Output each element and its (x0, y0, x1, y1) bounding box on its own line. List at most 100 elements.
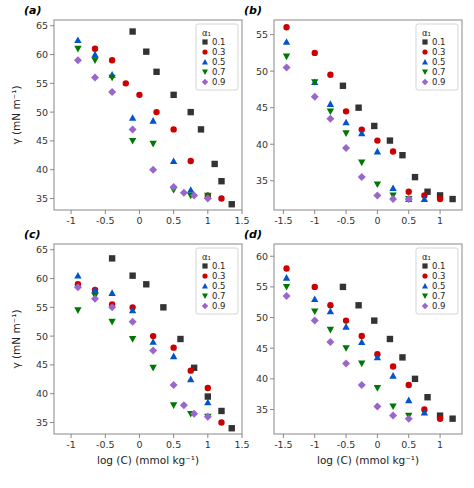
point (312, 50, 318, 56)
y-axis-label: γ (mN m⁻¹) (10, 85, 22, 144)
point (358, 361, 365, 368)
legend-swatch (422, 79, 429, 86)
x-tick-label: 1 (437, 439, 443, 450)
y-tick-label: 55 (36, 302, 48, 313)
point (218, 195, 224, 201)
x-tick-label: 1 (205, 215, 211, 226)
y-tick-label: 65 (36, 20, 48, 31)
legend-frame (196, 248, 238, 314)
legend-label: 0.3 (432, 271, 446, 281)
x-tick-label: 0 (374, 439, 380, 450)
point (421, 409, 428, 416)
point (198, 126, 204, 132)
point (359, 333, 365, 339)
x-tick (346, 434, 347, 438)
point (311, 79, 318, 86)
point (358, 173, 366, 181)
legend-swatch (202, 79, 209, 86)
point (421, 195, 428, 202)
point (108, 88, 116, 96)
point (389, 372, 396, 379)
point (177, 336, 183, 342)
point (283, 292, 291, 300)
point (343, 108, 349, 114)
point (311, 78, 318, 85)
legend-label: 0.5 (212, 281, 226, 291)
legend-title: α₁ (422, 252, 431, 262)
point (170, 402, 177, 409)
x-tick (139, 210, 140, 214)
point (74, 36, 81, 43)
x-tick-label: -0.5 (337, 439, 356, 450)
x-tick-label: 0 (136, 215, 142, 226)
point (327, 308, 334, 315)
legend-label: 0.3 (212, 271, 226, 281)
y-tick-label: 35 (256, 404, 268, 415)
point (91, 295, 99, 303)
panel-label: (b) (244, 4, 262, 17)
point (374, 148, 381, 155)
legend: α₁0.10.30.50.70.9 (196, 24, 238, 90)
point (355, 302, 361, 308)
point (387, 137, 393, 143)
point (108, 75, 115, 82)
point (371, 123, 377, 129)
point (389, 412, 397, 420)
x-tick (207, 210, 208, 214)
legend-frame (196, 24, 238, 90)
point (371, 317, 377, 323)
x-tick-label: -1.5 (274, 215, 293, 226)
legend-swatch (422, 263, 427, 268)
x-tick-label: -0.5 (96, 215, 115, 226)
point (312, 284, 318, 290)
legend-label: 0.7 (212, 291, 226, 301)
point (129, 125, 137, 133)
x-tick (314, 434, 315, 438)
point (283, 265, 289, 271)
legend-swatch (202, 283, 208, 288)
point (327, 327, 334, 334)
x-tick-label: -0.5 (96, 439, 115, 450)
point (218, 419, 224, 425)
legend: α₁0.10.30.50.70.9 (416, 248, 458, 314)
x-tick-label: 0.5 (401, 215, 416, 226)
point (129, 318, 137, 326)
y-tick-label: 40 (256, 139, 268, 150)
x-tick-label: 0 (136, 439, 142, 450)
point (342, 345, 349, 352)
point (170, 183, 178, 191)
point (190, 192, 198, 200)
point (390, 363, 396, 369)
point (342, 360, 350, 368)
y-tick-label: 35 (36, 193, 48, 204)
y-tick (270, 286, 274, 287)
point (170, 344, 176, 350)
point (136, 92, 142, 98)
y-tick-label: 45 (36, 135, 48, 146)
legend-swatch (202, 303, 209, 310)
legend-swatch (202, 39, 207, 44)
point (389, 195, 397, 203)
x-tick (242, 434, 243, 438)
x-tick (173, 210, 174, 214)
point (311, 308, 318, 315)
y-tick (270, 256, 274, 257)
y-tick (50, 364, 54, 365)
chart: -1-0.500.511.535404550556065(a)γ (mN m⁻¹… (0, 0, 474, 488)
y-tick (50, 336, 54, 337)
y-tick (50, 169, 54, 170)
legend-label: 0.3 (432, 47, 446, 57)
x-tick-label: -0.5 (337, 215, 356, 226)
point (143, 281, 149, 287)
point (449, 196, 455, 202)
panel-label: (d) (244, 228, 262, 241)
point (327, 100, 334, 107)
point (108, 289, 115, 296)
point (412, 376, 418, 382)
x-tick-label: 0.5 (166, 439, 181, 450)
y-tick (50, 307, 54, 308)
y-tick-label: 45 (256, 343, 268, 354)
y-tick (270, 180, 274, 181)
point (129, 28, 135, 34)
point (187, 186, 194, 193)
